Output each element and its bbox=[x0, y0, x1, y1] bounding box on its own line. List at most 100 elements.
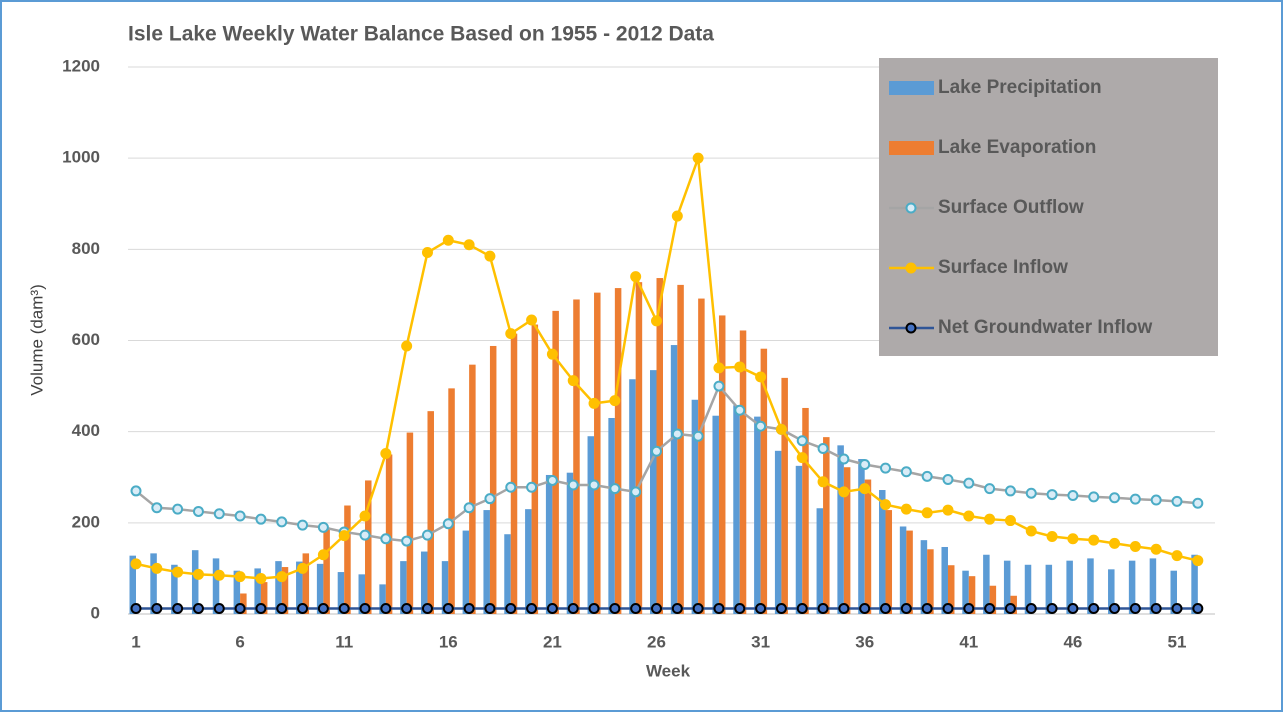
marker bbox=[1192, 603, 1204, 615]
marker bbox=[130, 485, 142, 497]
marker bbox=[442, 603, 454, 615]
marker bbox=[526, 314, 538, 326]
legend-marker bbox=[905, 322, 917, 334]
marker bbox=[713, 380, 725, 392]
bar bbox=[400, 561, 407, 614]
bar bbox=[906, 530, 913, 614]
x-tick-label: 46 bbox=[1063, 632, 1082, 651]
marker bbox=[421, 247, 433, 259]
bar bbox=[525, 509, 532, 614]
legend-label: Lake Precipitation bbox=[938, 77, 1102, 98]
bar bbox=[358, 574, 366, 614]
marker bbox=[1046, 531, 1058, 543]
bar bbox=[240, 593, 247, 614]
marker bbox=[359, 603, 371, 615]
x-tick-label: 51 bbox=[1168, 632, 1187, 651]
marker bbox=[255, 603, 267, 615]
marker bbox=[1088, 603, 1100, 615]
bar bbox=[504, 534, 511, 614]
chart-title: Isle Lake Weekly Water Balance Based on … bbox=[128, 23, 714, 46]
bar bbox=[316, 563, 324, 614]
marker bbox=[900, 466, 912, 478]
marker bbox=[713, 362, 725, 374]
bar bbox=[191, 550, 199, 614]
marker bbox=[900, 503, 912, 515]
marker bbox=[796, 452, 808, 464]
marker bbox=[317, 521, 329, 533]
marker bbox=[588, 479, 600, 491]
marker bbox=[463, 603, 475, 615]
marker bbox=[213, 508, 225, 520]
marker bbox=[651, 603, 662, 615]
y-tick-label: 1000 bbox=[62, 148, 100, 167]
marker bbox=[817, 476, 829, 488]
marker bbox=[1192, 497, 1204, 509]
x-tick-label: 11 bbox=[335, 632, 353, 651]
marker bbox=[755, 603, 767, 615]
marker bbox=[1025, 603, 1037, 615]
marker bbox=[942, 603, 954, 615]
marker bbox=[921, 603, 933, 615]
bar bbox=[774, 450, 782, 614]
marker bbox=[234, 603, 246, 615]
y-tick-label: 200 bbox=[72, 512, 100, 531]
bar bbox=[1108, 569, 1115, 614]
bar bbox=[212, 558, 220, 614]
marker bbox=[151, 502, 163, 514]
bar bbox=[885, 510, 893, 614]
marker bbox=[567, 479, 579, 491]
bar bbox=[608, 417, 615, 614]
marker bbox=[588, 603, 600, 615]
marker bbox=[609, 483, 621, 495]
bar bbox=[962, 570, 969, 614]
marker bbox=[1088, 534, 1100, 546]
marker bbox=[734, 404, 746, 416]
bar bbox=[983, 554, 990, 614]
marker bbox=[963, 510, 975, 522]
bar bbox=[462, 530, 470, 614]
marker bbox=[192, 505, 204, 517]
marker bbox=[1150, 494, 1162, 506]
bar bbox=[656, 278, 663, 614]
bar bbox=[1191, 554, 1198, 614]
marker bbox=[817, 443, 829, 455]
marker bbox=[1025, 525, 1037, 537]
marker bbox=[401, 603, 413, 615]
bar bbox=[677, 284, 684, 614]
bar bbox=[760, 348, 768, 614]
marker bbox=[1046, 603, 1058, 615]
marker bbox=[796, 603, 808, 615]
bar bbox=[614, 288, 622, 614]
marker bbox=[1004, 515, 1016, 527]
marker bbox=[526, 603, 538, 615]
marker bbox=[755, 371, 767, 383]
bar bbox=[420, 551, 428, 614]
marker bbox=[234, 510, 246, 522]
bar bbox=[1170, 570, 1177, 614]
marker bbox=[421, 603, 433, 615]
bar bbox=[739, 330, 747, 614]
bar bbox=[670, 345, 678, 614]
bar bbox=[635, 282, 643, 614]
marker bbox=[1129, 541, 1141, 553]
bar bbox=[573, 299, 580, 614]
marker bbox=[1150, 603, 1162, 615]
marker bbox=[297, 562, 309, 574]
bar bbox=[150, 553, 157, 614]
marker bbox=[1067, 603, 1079, 615]
marker bbox=[546, 348, 558, 360]
marker bbox=[546, 603, 558, 615]
bar bbox=[1003, 560, 1011, 614]
bar bbox=[233, 570, 241, 614]
bar bbox=[1149, 558, 1157, 614]
bar bbox=[469, 364, 476, 614]
bar bbox=[1024, 564, 1032, 614]
bar bbox=[1087, 558, 1094, 614]
bar bbox=[712, 415, 719, 614]
marker bbox=[421, 529, 433, 541]
marker bbox=[192, 568, 204, 580]
bar bbox=[427, 411, 434, 614]
marker bbox=[671, 428, 683, 440]
bar bbox=[650, 370, 657, 614]
